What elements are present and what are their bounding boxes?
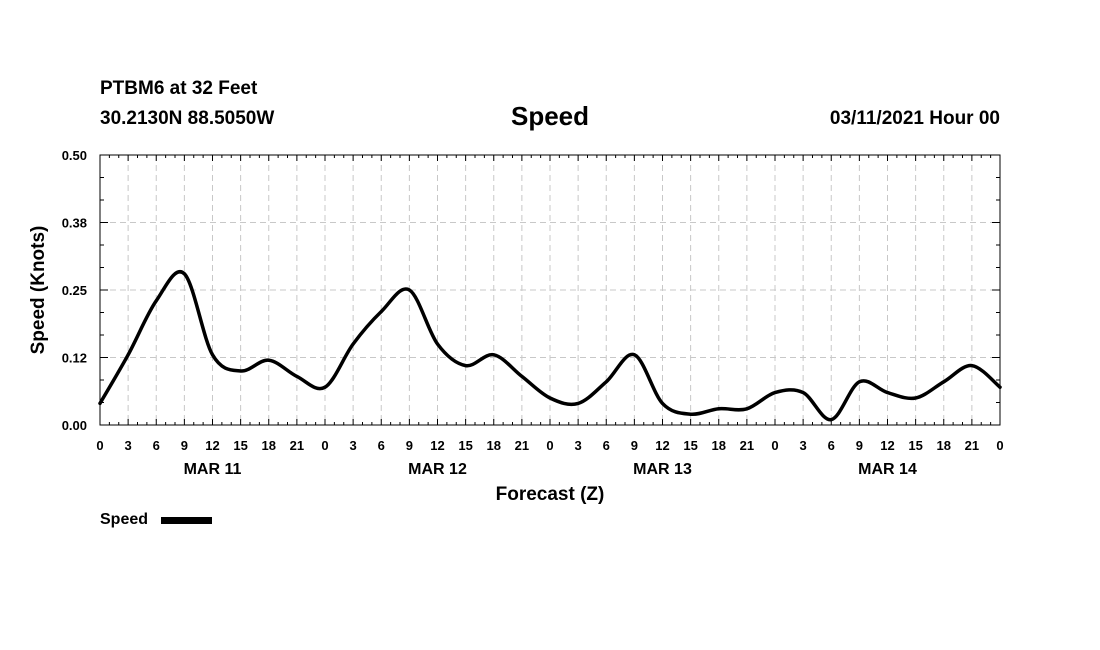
x-tick-label: 9 xyxy=(856,438,863,453)
x-tick-label: 6 xyxy=(603,438,610,453)
x-tick-label: 0 xyxy=(996,438,1003,453)
day-label: MAR 12 xyxy=(408,461,467,478)
x-tick-label: 21 xyxy=(965,438,979,453)
data-point xyxy=(661,401,664,405)
x-tick-label: 3 xyxy=(350,438,357,453)
data-point xyxy=(211,353,214,357)
y-tick-label: 0.50 xyxy=(62,148,87,163)
data-point xyxy=(773,391,777,395)
x-tick-label: 12 xyxy=(655,438,669,453)
x-tick-label: 3 xyxy=(800,438,807,453)
y-tick-label: 0.38 xyxy=(62,216,87,231)
data-point xyxy=(492,353,496,357)
data-point xyxy=(126,353,130,357)
data-point xyxy=(632,353,636,357)
x-tick-label: 18 xyxy=(487,438,501,453)
data-point xyxy=(689,412,693,416)
data-point xyxy=(436,342,439,346)
data-point xyxy=(182,272,186,276)
x-tick-label: 18 xyxy=(262,438,276,453)
legend-swatch xyxy=(161,517,212,524)
y-axis-title: Speed (Knots) xyxy=(28,226,49,355)
x-axis-title: Forecast (Z) xyxy=(496,484,605,505)
data-point xyxy=(267,358,271,362)
x-tick-label: 0 xyxy=(546,438,553,453)
data-point xyxy=(745,407,749,411)
x-tick-label: 12 xyxy=(880,438,894,453)
day-label: MAR 13 xyxy=(633,461,692,478)
data-point xyxy=(857,380,861,384)
x-tick-label: 21 xyxy=(290,438,304,453)
x-tick-label: 6 xyxy=(153,438,160,453)
data-point xyxy=(154,299,158,303)
data-point xyxy=(970,364,974,368)
axis-ticks xyxy=(99,154,1001,426)
legend-label: Speed xyxy=(100,511,148,528)
data-point xyxy=(801,391,805,395)
data-point xyxy=(239,369,243,373)
data-point xyxy=(886,391,889,395)
chart-title: Speed xyxy=(511,101,589,131)
data-point xyxy=(717,407,721,411)
grid-lines xyxy=(100,155,1000,425)
data-point xyxy=(604,380,608,384)
y-tick-label: 0.12 xyxy=(62,351,87,366)
x-tick-label: 12 xyxy=(430,438,444,453)
x-tick-label: 3 xyxy=(575,438,582,453)
data-point xyxy=(295,374,299,378)
x-tick-label: 9 xyxy=(631,438,638,453)
y-tick-label: 0.00 xyxy=(62,418,87,433)
station-label: PTBM6 at 32 Feet xyxy=(100,78,258,99)
x-tick-label: 15 xyxy=(683,438,697,453)
day-labels: MAR 11 MAR 12 MAR 13 MAR 14 xyxy=(184,461,917,478)
x-tick-label: 15 xyxy=(458,438,472,453)
data-point xyxy=(379,310,383,314)
x-tick-label: 18 xyxy=(937,438,951,453)
x-tick-label: 21 xyxy=(740,438,754,453)
x-tick-label: 0 xyxy=(771,438,778,453)
x-tick-label: 0 xyxy=(321,438,328,453)
x-tick-label: 3 xyxy=(125,438,132,453)
data-point xyxy=(998,385,1002,389)
data-point xyxy=(914,396,918,400)
data-point xyxy=(464,364,468,368)
x-tick-label: 9 xyxy=(181,438,188,453)
day-label: MAR 11 xyxy=(184,461,242,478)
coordinates-label: 30.2130N 88.5050W xyxy=(100,108,274,129)
x-tick-label: 15 xyxy=(908,438,922,453)
day-label: MAR 14 xyxy=(858,461,917,478)
x-tick-label: 9 xyxy=(406,438,413,453)
x-tick-label: 6 xyxy=(378,438,385,453)
x-tick-label: 12 xyxy=(205,438,219,453)
x-tick-label: 6 xyxy=(828,438,835,453)
legend: Speed xyxy=(100,511,212,528)
data-point xyxy=(576,401,580,405)
x-tick-label: 18 xyxy=(712,438,726,453)
x-tick-label: 0 xyxy=(96,438,103,453)
forecast-datetime-label: 03/11/2021 Hour 00 xyxy=(830,108,1000,129)
x-tick-label: 21 xyxy=(515,438,529,453)
data-point xyxy=(351,342,355,346)
y-tick-label: 0.25 xyxy=(62,283,87,298)
data-point xyxy=(323,385,327,389)
data-point xyxy=(942,380,946,384)
data-point xyxy=(520,374,524,378)
x-tick-label: 15 xyxy=(233,438,247,453)
data-point xyxy=(548,396,552,400)
y-tick-labels: 0.00 0.12 0.25 0.38 0.50 xyxy=(62,148,87,433)
data-point xyxy=(829,418,833,422)
data-point xyxy=(98,401,102,405)
data-point xyxy=(407,288,411,292)
x-tick-labels: 0 3 6 9 12 15 18 21 0 3 6 9 12 15 18 21 0 3 6 9 12 15 18 21 0 3 6 9… xyxy=(96,438,1003,453)
series-layer xyxy=(98,270,1002,422)
